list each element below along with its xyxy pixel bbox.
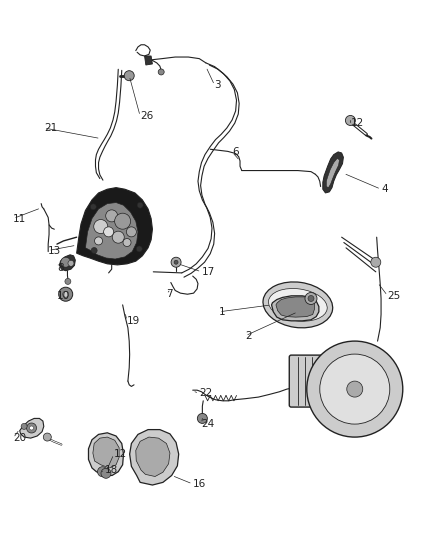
Text: 17: 17 — [201, 267, 215, 277]
Text: 16: 16 — [193, 479, 206, 489]
Circle shape — [308, 295, 314, 302]
Text: 12: 12 — [350, 118, 364, 127]
Circle shape — [29, 426, 34, 430]
Text: 3: 3 — [215, 80, 221, 90]
Text: 25: 25 — [388, 291, 401, 301]
Text: 20: 20 — [13, 433, 26, 443]
Circle shape — [123, 238, 131, 247]
Circle shape — [320, 354, 390, 424]
Text: 12: 12 — [114, 449, 127, 459]
Text: 1: 1 — [219, 307, 226, 317]
FancyBboxPatch shape — [289, 355, 339, 407]
Text: 6: 6 — [232, 147, 239, 157]
Circle shape — [371, 257, 381, 267]
Text: 8: 8 — [57, 263, 64, 272]
Circle shape — [124, 71, 134, 80]
Polygon shape — [85, 203, 138, 259]
Polygon shape — [93, 437, 119, 468]
Circle shape — [21, 423, 27, 430]
Polygon shape — [272, 296, 319, 321]
Polygon shape — [77, 188, 152, 265]
Circle shape — [106, 210, 118, 222]
Ellipse shape — [263, 282, 333, 328]
Circle shape — [305, 293, 317, 304]
Circle shape — [115, 213, 131, 229]
Circle shape — [27, 423, 36, 433]
Circle shape — [137, 202, 143, 208]
Polygon shape — [276, 297, 314, 317]
Polygon shape — [145, 56, 152, 65]
Polygon shape — [323, 152, 343, 193]
Circle shape — [171, 257, 181, 267]
Circle shape — [101, 469, 111, 478]
Circle shape — [98, 467, 107, 477]
Circle shape — [346, 116, 355, 125]
Text: 7: 7 — [166, 289, 173, 299]
Circle shape — [63, 291, 69, 297]
Polygon shape — [326, 158, 339, 188]
Text: 11: 11 — [13, 214, 26, 223]
Text: 10: 10 — [57, 291, 70, 301]
Ellipse shape — [268, 288, 327, 321]
Polygon shape — [60, 255, 75, 271]
Polygon shape — [20, 418, 44, 438]
Circle shape — [198, 414, 207, 423]
Circle shape — [90, 204, 96, 210]
Text: 24: 24 — [201, 419, 215, 429]
Text: 26: 26 — [140, 111, 153, 121]
Circle shape — [91, 247, 97, 254]
Polygon shape — [88, 433, 124, 475]
Circle shape — [136, 246, 142, 252]
Circle shape — [43, 433, 51, 441]
Polygon shape — [130, 430, 179, 485]
Polygon shape — [136, 437, 170, 477]
Circle shape — [307, 341, 403, 437]
Circle shape — [347, 381, 363, 397]
Circle shape — [112, 231, 124, 243]
Circle shape — [104, 227, 113, 237]
Text: 4: 4 — [381, 184, 388, 194]
Circle shape — [95, 237, 102, 245]
Text: 18: 18 — [105, 465, 118, 475]
Circle shape — [94, 220, 108, 233]
Circle shape — [65, 278, 71, 285]
Text: 22: 22 — [199, 389, 212, 398]
Circle shape — [59, 287, 73, 301]
Text: 13: 13 — [48, 246, 61, 255]
Circle shape — [127, 227, 136, 237]
Circle shape — [68, 260, 74, 266]
Text: 21: 21 — [44, 123, 57, 133]
Text: 19: 19 — [127, 316, 140, 326]
Circle shape — [61, 257, 71, 267]
Circle shape — [174, 260, 178, 264]
Text: 2: 2 — [245, 331, 252, 341]
Circle shape — [158, 69, 164, 75]
